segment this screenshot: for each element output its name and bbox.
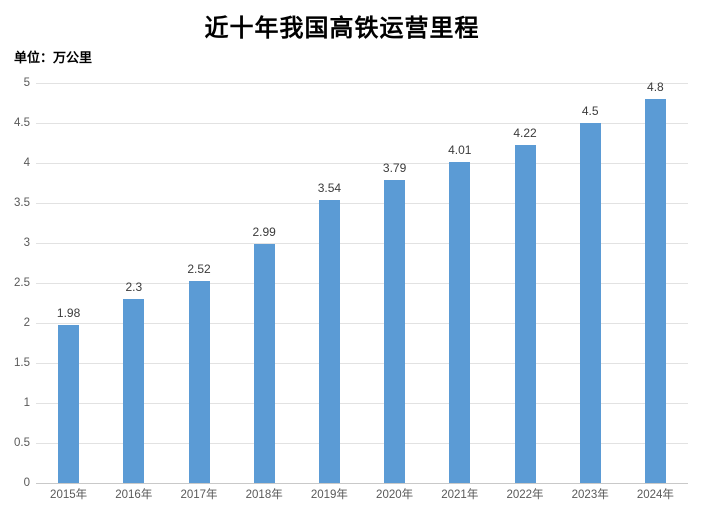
bar-value-label: 3.79: [382, 160, 407, 175]
y-tick-label: 2: [23, 317, 30, 329]
y-gridline: [36, 362, 688, 364]
x-tick-label: 2017年: [180, 489, 218, 501]
x-tick-label: 2021年: [441, 489, 479, 501]
bar: [449, 162, 471, 483]
unit-label: 单位：万公里: [14, 50, 93, 65]
y-tick-label: 5: [23, 77, 30, 89]
y-gridline: [36, 322, 688, 324]
y-gridline: [36, 442, 688, 444]
bar-value-label: 1.98: [56, 305, 81, 320]
x-tick-label: 2015年: [50, 489, 88, 501]
y-gridline: [36, 162, 688, 164]
bar-value-label: 2.52: [187, 262, 211, 277]
bar: [644, 99, 666, 483]
y-gridline: [36, 82, 688, 84]
bar: [318, 199, 340, 483]
bar-value-label: 3.54: [317, 180, 342, 195]
bar: [123, 299, 145, 483]
x-tick-label: 2016年: [115, 489, 153, 501]
y-tick-label: 1.5: [14, 357, 30, 369]
bar: [188, 281, 210, 483]
x-tick-label: 2024年: [636, 489, 674, 501]
chart-title: 近十年我国高铁运营里程: [204, 13, 480, 42]
y-gridline: [36, 402, 688, 404]
y-gridline: [36, 282, 688, 284]
bar-value-label: 2.3: [125, 280, 143, 294]
bar-value-label: 4.22: [513, 126, 537, 141]
x-tick-label: 2023年: [571, 489, 609, 501]
bar-value-label: 4.8: [647, 80, 664, 94]
x-tick-label: 2019年: [310, 489, 348, 501]
bar: [579, 123, 601, 483]
bar: [384, 179, 406, 483]
y-tick-label: 3.5: [14, 197, 30, 209]
bar-value-label: 4.5: [581, 104, 599, 118]
y-tick-label: 0: [23, 477, 30, 489]
y-gridline: [36, 122, 688, 124]
y-tick-label: 2.5: [14, 277, 30, 289]
bar: [58, 324, 80, 483]
bar-value-label: 2.99: [252, 224, 276, 239]
y-gridline: [36, 202, 688, 204]
y-gridline: [36, 242, 688, 244]
x-axis-line: [36, 482, 688, 484]
bar: [514, 145, 536, 483]
y-tick-label: 4.5: [14, 117, 30, 129]
x-tick-label: 2020年: [376, 489, 414, 501]
y-tick-label: 1: [23, 397, 30, 409]
x-tick-label: 2018年: [245, 489, 283, 501]
y-tick-label: 4: [23, 157, 30, 169]
x-tick-label: 2022年: [506, 489, 544, 501]
y-tick-label: 3: [23, 237, 30, 249]
y-tick-label: 0.5: [14, 437, 30, 449]
bar: [253, 243, 275, 483]
bar-value-label: 4.01: [448, 143, 472, 158]
